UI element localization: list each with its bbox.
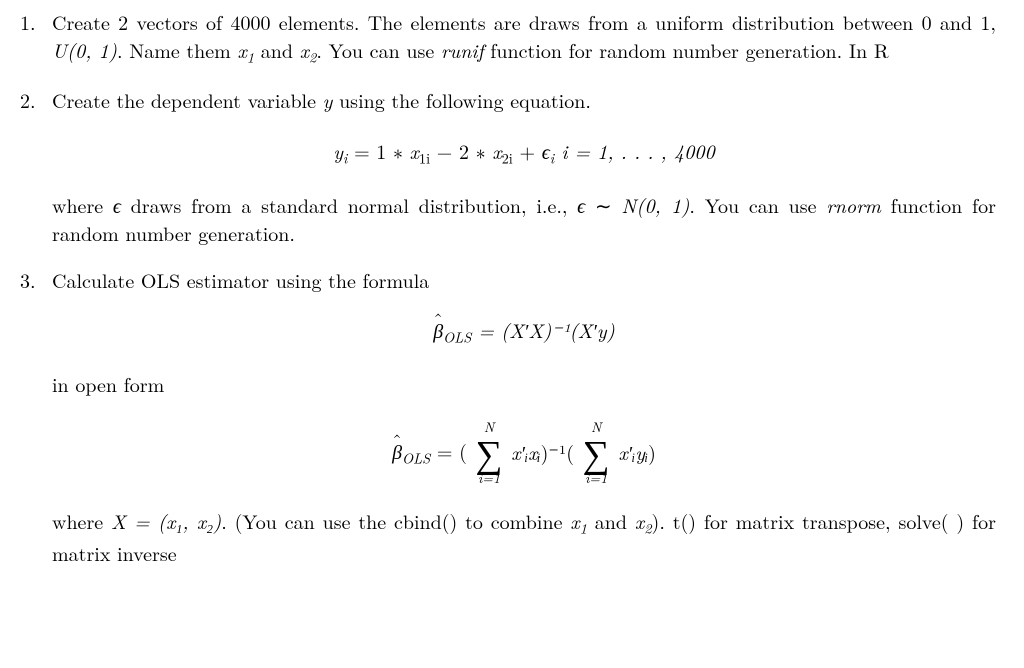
item2-rnorm: rnorm [826,190,881,219]
item3-equation-2: βOLS = ( N ∑ i=1 x′ᵢxᵢ)⁻¹( N ∑ i=1 x′ᵢyᵢ… [52,420,996,484]
sum2-bot: i=1 [583,471,610,485]
item3-x2: x [635,506,644,535]
eq3a-beta: β [433,316,443,344]
problem-item-2: Create the dependent variable y using th… [18,86,996,247]
item2-p2a: where [52,190,113,219]
item1-inr: In R [849,35,889,64]
eq2-x2sub: 2i [502,148,513,168]
item2-p2b: draws from a standard normal distributio… [121,190,577,219]
eq3b-term2: x′ᵢyᵢ [618,437,648,466]
item1-runif: runif [441,35,484,64]
item3-paragraph-3: where X = (x₁, x₂). (You can use the cbi… [52,507,996,567]
eq2-x2: x [492,136,501,165]
item1-x1: x [238,35,247,64]
problem-list: Create 2 vectors of 4000 elements. The e… [18,8,996,567]
eq2-plus: + [513,136,542,165]
item2-normal: N(0, 1) [621,190,689,219]
item3-x1: x [570,506,579,535]
eq3b-close: ) [648,437,656,466]
sigma-icon: ∑ [583,435,610,469]
eq3b-term1: x′ᵢxᵢ [511,437,540,466]
eq3b-ols: OLS [402,448,430,468]
eq2-y: y [333,136,343,165]
eq3b-beta: β [392,437,402,465]
item3-Xeq: X = (x₁, x₂) [111,506,221,535]
item2-paragraph-1: Create the dependent variable y using th… [52,86,996,114]
eq3b-eqs: = ( [430,436,467,465]
eq3a-ols: OLS [443,328,471,348]
item3-p3a: where [52,506,111,535]
item2-eps3: ϵ [577,190,585,219]
item1-and: and [254,35,300,64]
eq2-x1: x [410,136,419,165]
item1-text-a: Create 2 vectors of 4000 elements. The e… [52,7,996,36]
item1-text-c: . You can use [316,35,441,64]
summation-2: N ∑ i=1 [583,420,610,484]
item2-p2c: . You can use [689,190,826,219]
item3-open-form: in open form [52,370,996,398]
item2-y: y [323,85,333,114]
item3-and: and [587,506,635,535]
item3-p1: Calculate OLS estimator using the formul… [52,265,429,294]
eq2-eps: ϵ [542,136,550,165]
eq3a-rhs: = (X′X)⁻¹(X′y) [471,315,615,344]
item2-text-a: Create the dependent variable [52,85,323,114]
item2-paragraph-2: where ϵ draws from a standard normal dis… [52,191,996,248]
item1-text-b: . Name them [117,35,238,64]
item2-eps2: ϵ [113,190,121,219]
item3-p3b: . (You can use the cbind() to combine [221,506,570,535]
item1-text-d: function for random number generation. [484,35,849,64]
problem-item-1: Create 2 vectors of 4000 elements. The e… [18,8,996,68]
eq2-x1sub: 1i [419,148,430,168]
item3-equation-1: βOLS = (X′X)⁻¹(X′y) [52,316,996,348]
eq2-eq: = 1 ∗ [347,136,409,165]
item2-equation: yi = 1 ∗ x1i − 2 ∗ x2i + ϵi i = 1, . . .… [52,137,996,169]
item3-paragraph-1: Calculate OLS estimator using the formul… [52,266,996,294]
item1-dist: U(0, 1) [52,35,117,64]
item2-sim: ∼ [585,190,621,219]
item3-x1sub: 1 [580,518,587,538]
item2-text-b: using the following equation. [332,85,590,114]
item3-x2sub: 2 [644,518,651,538]
sigma-icon: ∑ [476,435,503,469]
sum1-bot: i=1 [476,471,503,485]
eq2-range: i = 1, . . . , 4000 [554,136,715,165]
problem-item-3: Calculate OLS estimator using the formul… [18,266,996,567]
eq3b-inv: )⁻¹( [541,437,574,466]
item1-paragraph: Create 2 vectors of 4000 elements. The e… [52,8,996,68]
summation-1: N ∑ i=1 [476,420,503,484]
eq2-minus: − 2 ∗ [430,136,492,165]
item1-x2: x [300,35,309,64]
